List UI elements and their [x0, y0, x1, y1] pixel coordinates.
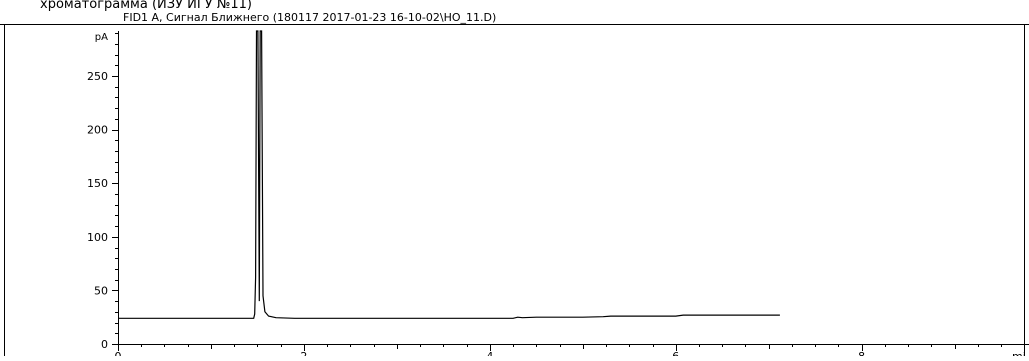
y-axis-label: pA: [95, 32, 108, 43]
series-line-0: [118, 30, 780, 319]
y-tick-label: 250: [87, 70, 108, 83]
x-tick-label: 6: [672, 350, 679, 356]
page-caption: хроматограмма (ИЗУ ИГУ №11): [40, 0, 252, 12]
x-tick-label: 2: [300, 350, 307, 356]
x-tick-label: 4: [486, 350, 493, 356]
x-tick-label: 0: [115, 350, 122, 356]
y-tick-label: 100: [87, 231, 108, 244]
chart-title: FID1 A, Сигнал Ближнего (180117 2017-01-…: [123, 11, 496, 24]
y-tick-label: 0: [101, 338, 108, 351]
x-axis-label: mi: [1012, 350, 1026, 356]
x-tick-label: 8: [858, 350, 865, 356]
y-tick-label: 50: [94, 284, 108, 297]
y-tick-label: 150: [87, 177, 108, 190]
y-tick-label: 200: [87, 124, 108, 137]
